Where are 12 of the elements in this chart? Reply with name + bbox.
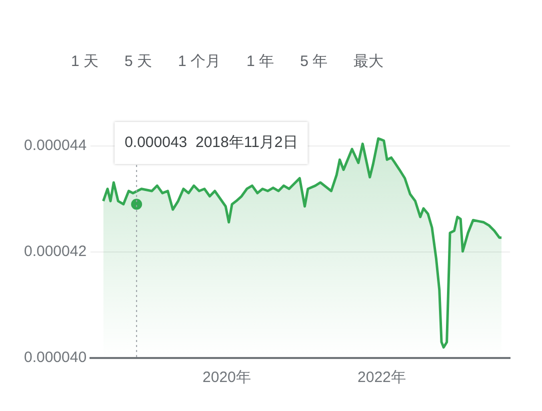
- text: 1 年: [246, 52, 276, 72]
- text: 1 个月: [177, 52, 222, 72]
- x-tick-label: 2022年: [358, 369, 406, 386]
- text: 5 年: [299, 52, 329, 72]
- y-tick-label: 0.000040: [24, 349, 87, 366]
- ref-line-label: 0.000043 2018年11月2日: [124, 134, 298, 152]
- y-tick-label: 0.000042: [24, 243, 87, 260]
- text: 最大: [352, 52, 385, 72]
- text: 1 天: [70, 52, 100, 72]
- x-tick-label: 2020年: [202, 369, 251, 386]
- text: 5 天: [124, 52, 154, 72]
- y-tick-label: 0.000044: [24, 137, 87, 154]
